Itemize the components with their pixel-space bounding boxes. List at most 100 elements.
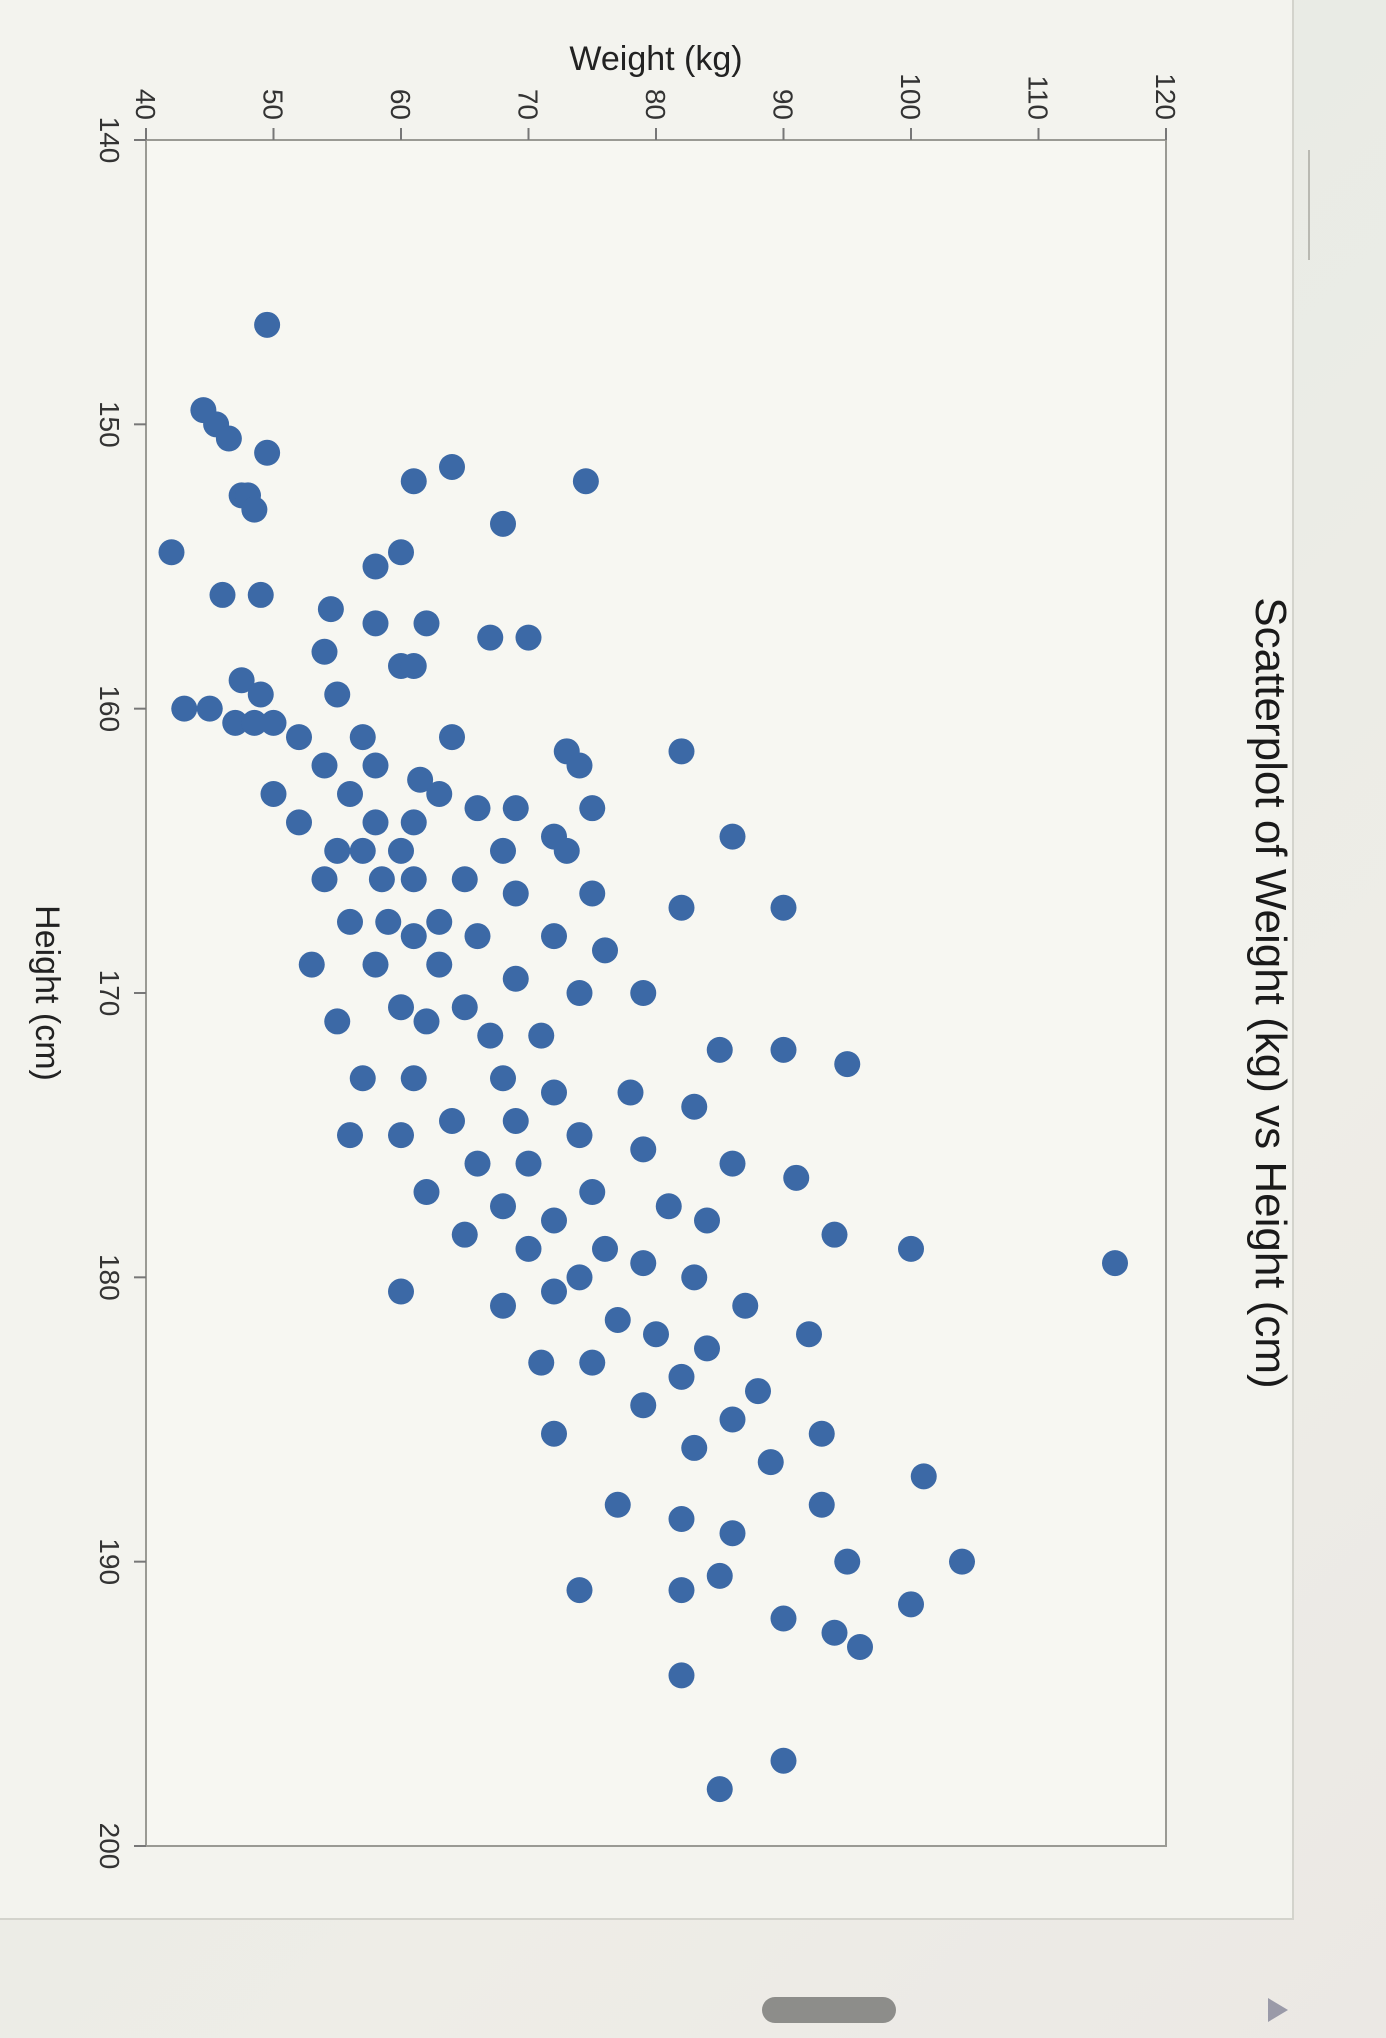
scatter-point [407, 766, 434, 793]
y-tick-label: 120 [1150, 73, 1181, 120]
scatter-point [464, 1150, 491, 1177]
scatter-point [375, 908, 402, 935]
scatter-point [451, 1221, 478, 1248]
scatter-point [694, 1335, 720, 1362]
scroll-handle[interactable] [762, 1997, 896, 2023]
scatter-point [566, 1577, 593, 1604]
scatter-point [247, 581, 274, 608]
y-tick-label: 40 [130, 89, 161, 120]
scatter-point [451, 994, 478, 1021]
scatter-point [228, 667, 255, 694]
scatter-point [413, 1008, 440, 1035]
scatter-point [241, 496, 268, 523]
scatter-point [553, 837, 580, 864]
scatter-point [400, 1065, 427, 1092]
x-tick-label: 150 [94, 401, 125, 448]
scatter-point [541, 1207, 567, 1234]
scatter-point [349, 1065, 376, 1092]
scatter-point [477, 1022, 504, 1049]
scatter-point [719, 1520, 746, 1547]
scatter-point [770, 1036, 797, 1063]
y-tick-label: 100 [895, 73, 926, 120]
scatter-point [439, 724, 465, 751]
scatter-point [362, 610, 389, 637]
scatter-point [490, 837, 516, 864]
y-axis-label: Weight (kg) [569, 40, 742, 78]
scatter-point [502, 965, 529, 992]
data-points [158, 311, 1128, 1803]
scatter-point [388, 1278, 414, 1305]
scatter-point [324, 837, 351, 864]
scatter-point [821, 1619, 848, 1646]
scatter-point [439, 453, 465, 480]
scatter-point [668, 738, 695, 765]
scatter-point [706, 1036, 733, 1063]
scatter-point [745, 1378, 771, 1405]
scatter-point [502, 880, 529, 907]
scatter-point [834, 1051, 861, 1078]
scatter-point [349, 724, 376, 751]
scatter-point [477, 624, 504, 651]
scatter-point [464, 923, 491, 950]
scatter-point [592, 1235, 618, 1262]
scatter-point [808, 1420, 835, 1447]
scatter-point [694, 1207, 720, 1234]
scatter-point [388, 994, 414, 1021]
scatter-point [209, 581, 236, 608]
scatter-point [579, 795, 606, 822]
y-tick-label: 80 [640, 89, 671, 120]
scatter-point [541, 1079, 567, 1106]
x-tick-label: 170 [94, 970, 125, 1017]
scatter-point [515, 624, 542, 651]
scatter-point [368, 866, 395, 893]
scatter-point [254, 311, 281, 338]
scatter-point [400, 653, 427, 680]
scatter-point [413, 610, 440, 637]
scatter-point [604, 1491, 631, 1518]
scatter-point [681, 1093, 708, 1120]
scatter-point [337, 780, 363, 807]
scatter-point [490, 1065, 516, 1092]
x-tick-label: 200 [94, 1823, 125, 1870]
scatter-point [579, 880, 606, 907]
scatter-point [426, 951, 453, 978]
scatter-point [910, 1463, 937, 1490]
scatter-point [732, 1292, 759, 1319]
scatter-point [426, 780, 453, 807]
scatter-point [668, 894, 695, 921]
scatter-point [451, 866, 478, 893]
scatter-point [630, 980, 657, 1006]
scatter-point [719, 1150, 746, 1177]
x-tick-label: 140 [94, 117, 125, 164]
scatter-point [502, 795, 529, 822]
scatter-point [490, 510, 516, 537]
scatter-point [260, 709, 287, 736]
scatter-point [770, 1747, 797, 1774]
x-tick-label: 160 [94, 685, 125, 732]
scatter-point [515, 1235, 542, 1262]
scatter-point [592, 937, 618, 964]
scatter-point [222, 709, 249, 736]
scatter-point [630, 1250, 657, 1277]
scatter-point [349, 837, 376, 864]
scatter-point [286, 724, 312, 751]
scatter-point [630, 1136, 657, 1163]
scatter-point [757, 1449, 784, 1476]
scatter-point [630, 1392, 657, 1419]
scatter-point [681, 1434, 708, 1461]
y-tick-label: 60 [385, 89, 416, 120]
y-tick-label: 50 [258, 89, 289, 120]
scatter-point [572, 468, 599, 495]
play-arrow-icon[interactable] [1268, 1998, 1288, 2022]
scatter-point [362, 951, 389, 978]
scatter-point [783, 1164, 810, 1191]
scatter-point [668, 1662, 695, 1689]
scatter-point [808, 1491, 835, 1518]
scatter-point [298, 951, 325, 978]
scatter-point [464, 795, 491, 822]
scatter-point [388, 539, 414, 566]
scatter-point [490, 1292, 516, 1319]
scatter-point [796, 1321, 822, 1348]
